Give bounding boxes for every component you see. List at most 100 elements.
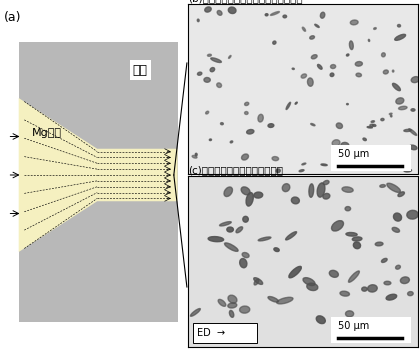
Ellipse shape [205, 7, 211, 12]
Ellipse shape [277, 297, 293, 304]
Ellipse shape [268, 296, 278, 302]
Ellipse shape [228, 295, 237, 303]
Ellipse shape [289, 266, 301, 278]
Ellipse shape [375, 242, 383, 246]
Ellipse shape [357, 153, 364, 158]
Ellipse shape [243, 216, 248, 222]
Ellipse shape [393, 83, 400, 91]
Ellipse shape [254, 278, 262, 285]
Text: (b)新たな熱処理を行ったビレット組織: (b)新たな熱処理を行ったビレット組織 [188, 0, 303, 3]
Ellipse shape [295, 102, 297, 104]
Ellipse shape [407, 210, 418, 219]
Ellipse shape [323, 194, 330, 199]
Ellipse shape [244, 112, 248, 114]
Ellipse shape [311, 55, 317, 59]
Ellipse shape [352, 237, 362, 241]
Ellipse shape [384, 281, 391, 285]
Ellipse shape [336, 123, 342, 128]
Ellipse shape [274, 248, 279, 252]
Ellipse shape [400, 277, 410, 284]
Ellipse shape [356, 73, 362, 77]
Ellipse shape [211, 58, 221, 63]
Ellipse shape [320, 12, 325, 18]
Ellipse shape [404, 169, 412, 172]
Ellipse shape [392, 70, 394, 72]
Ellipse shape [396, 98, 404, 104]
Ellipse shape [371, 121, 375, 122]
Ellipse shape [268, 124, 274, 127]
Ellipse shape [209, 139, 212, 141]
Ellipse shape [409, 129, 417, 135]
Ellipse shape [225, 243, 238, 251]
Ellipse shape [240, 259, 247, 268]
Ellipse shape [331, 64, 336, 69]
Ellipse shape [286, 232, 297, 240]
Ellipse shape [346, 104, 348, 105]
Ellipse shape [389, 113, 392, 114]
Ellipse shape [241, 187, 250, 195]
Ellipse shape [229, 310, 234, 317]
Ellipse shape [381, 118, 384, 121]
Ellipse shape [342, 187, 353, 192]
Ellipse shape [317, 183, 325, 197]
Ellipse shape [197, 19, 199, 22]
Ellipse shape [316, 316, 326, 324]
Ellipse shape [220, 122, 223, 125]
Polygon shape [19, 98, 178, 252]
Ellipse shape [246, 193, 253, 206]
Ellipse shape [367, 126, 373, 128]
Ellipse shape [254, 279, 259, 285]
Ellipse shape [283, 15, 286, 18]
Text: 50 μm: 50 μm [338, 149, 369, 159]
Ellipse shape [345, 206, 351, 211]
Ellipse shape [307, 78, 313, 86]
Ellipse shape [228, 303, 237, 308]
Ellipse shape [220, 222, 231, 226]
Ellipse shape [195, 153, 197, 156]
Ellipse shape [228, 56, 231, 58]
Ellipse shape [217, 10, 222, 15]
Ellipse shape [398, 192, 404, 197]
Ellipse shape [310, 36, 315, 39]
Ellipse shape [206, 111, 209, 114]
FancyBboxPatch shape [331, 145, 412, 171]
FancyBboxPatch shape [331, 317, 412, 343]
Ellipse shape [227, 227, 234, 232]
FancyBboxPatch shape [193, 323, 257, 343]
Ellipse shape [210, 68, 215, 72]
Ellipse shape [374, 28, 376, 29]
Ellipse shape [282, 184, 290, 192]
Ellipse shape [217, 83, 221, 88]
Ellipse shape [311, 124, 315, 126]
Ellipse shape [254, 192, 263, 198]
Ellipse shape [302, 27, 306, 31]
Ellipse shape [265, 14, 268, 16]
Ellipse shape [286, 102, 291, 110]
Ellipse shape [396, 265, 400, 269]
Ellipse shape [321, 164, 327, 166]
Ellipse shape [346, 311, 354, 317]
Ellipse shape [391, 115, 392, 117]
Ellipse shape [224, 187, 233, 197]
Ellipse shape [329, 270, 339, 277]
Ellipse shape [315, 24, 319, 27]
Text: 金型: 金型 [133, 63, 148, 77]
Ellipse shape [302, 163, 306, 165]
Ellipse shape [239, 306, 250, 313]
Ellipse shape [301, 74, 307, 78]
Ellipse shape [394, 213, 402, 221]
Ellipse shape [190, 309, 200, 316]
Ellipse shape [192, 155, 197, 158]
Ellipse shape [346, 232, 357, 236]
Ellipse shape [411, 77, 419, 83]
Ellipse shape [309, 184, 314, 197]
Ellipse shape [318, 64, 322, 69]
Ellipse shape [242, 252, 249, 258]
Ellipse shape [258, 237, 271, 241]
Ellipse shape [353, 242, 360, 249]
Ellipse shape [299, 170, 304, 172]
Ellipse shape [208, 237, 223, 242]
Ellipse shape [218, 299, 226, 306]
Ellipse shape [323, 181, 329, 185]
Ellipse shape [270, 12, 279, 15]
